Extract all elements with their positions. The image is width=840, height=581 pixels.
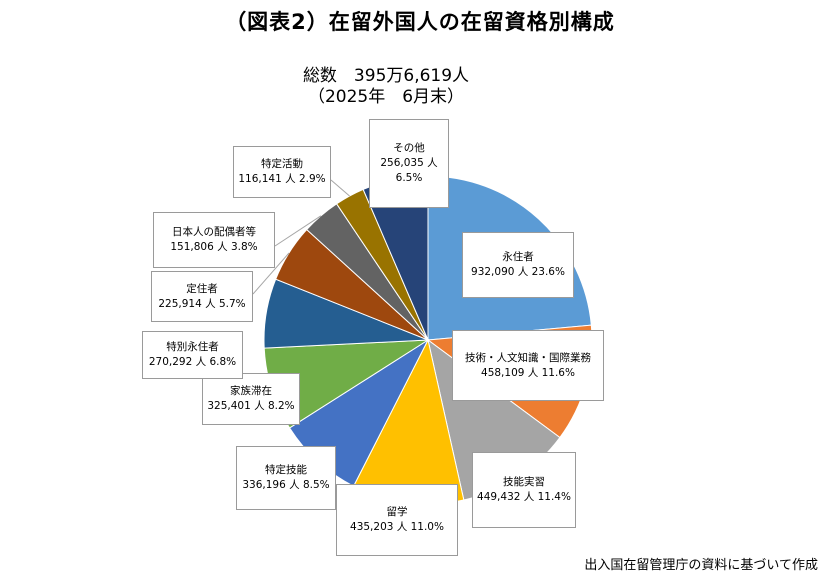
slice-name: 特別永住者 — [166, 341, 219, 353]
total-count: 総数 395万6,619人 — [302, 66, 470, 86]
slice-value: 256,035 人 — [380, 157, 438, 169]
label-dependent: 家族滞在 325,401 人 8.2% — [202, 373, 300, 425]
slice-name: 留学 — [386, 506, 408, 518]
slice-value: 336,196 人 8.5% — [242, 479, 330, 491]
slice-name: 技術・人文知識・国際業務 — [465, 351, 591, 364]
slice-value: 932,090 人 23.6% — [471, 266, 565, 278]
slice-name: 技能実習 — [503, 476, 545, 488]
leader-line-spouse-of-japanese — [274, 215, 322, 247]
slice-value: 435,203 人 11.0% — [350, 521, 444, 533]
total-summary: 総数 395万6,619人 （2025年 6月末） — [246, 66, 526, 108]
source-note: 出入国在留管理庁の資料に基づいて作成 — [584, 558, 818, 573]
slice-value: 449,432 人 11.4% — [477, 491, 571, 503]
slice-name: 特定活動 — [261, 158, 303, 170]
chart-title: （図表2）在留外国人の在留資格別構成 — [225, 10, 615, 34]
slice-value: 325,401 人 8.2% — [207, 400, 295, 412]
label-special-permanent: 特別永住者 270,292 人 6.8% — [142, 331, 243, 379]
label-engineer-specialist: 技術・人文知識・国際業務 458,109 人 11.6% — [452, 330, 604, 401]
label-specified-skilled: 特定技能 336,196 人 8.5% — [236, 446, 336, 510]
label-student: 留学 435,203 人 11.0% — [336, 484, 458, 556]
label-technical-intern: 技能実習 449,432 人 11.4% — [472, 452, 576, 528]
label-designated-activities: 特定活動 116,141 人 2.9% — [233, 146, 331, 198]
slice-name: その他 — [393, 142, 425, 154]
label-other: その他 256,035 人 6.5% — [369, 119, 449, 208]
slice-value: 116,141 人 2.9% — [238, 173, 326, 185]
label-permanent-resident: 永住者 932,090 人 23.6% — [462, 232, 574, 298]
slice-value: 458,109 人 11.6% — [481, 366, 575, 379]
label-spouse-of-japanese: 日本人の配偶者等 151,806 人 3.8% — [153, 212, 275, 268]
slice-name: 家族滞在 — [230, 385, 272, 397]
slice-value: 225,914 人 5.7% — [158, 297, 246, 310]
slice-value: 270,292 人 6.8% — [148, 356, 237, 368]
slice-name: 日本人の配偶者等 — [172, 226, 256, 238]
slice-name: 特定技能 — [265, 464, 307, 476]
slice-name: 永住者 — [502, 251, 534, 263]
leader-line-designated-activities — [330, 179, 350, 197]
slice-value: 151,806 人 3.8% — [170, 241, 258, 253]
label-long-term-resident: 定住者 225,914 人 5.7% — [151, 271, 253, 322]
slice-percent: 6.5% — [395, 172, 423, 184]
leader-line-long-term-resident — [252, 252, 290, 295]
total-date: （2025年 6月末） — [307, 87, 465, 107]
slice-name: 定住者 — [186, 282, 218, 295]
